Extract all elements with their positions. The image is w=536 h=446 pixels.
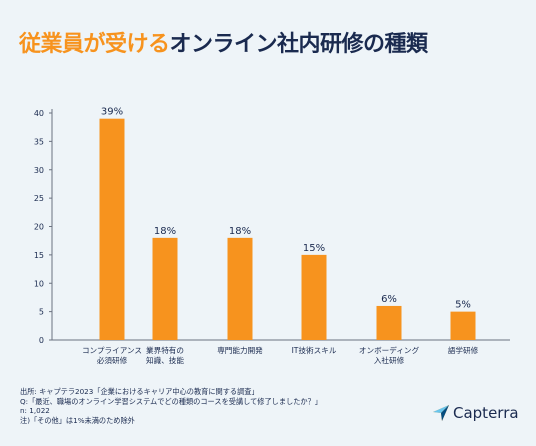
title-rest: オンライン社内研修の種類: [169, 32, 429, 57]
bar-value-label: 39%: [101, 107, 123, 118]
footnote-source: 出所: キャプテラ2023「企業におけるキャリア中心の教育に関する調査」: [20, 387, 259, 396]
bar-value-label: 18%: [229, 226, 251, 237]
chart-title: 従業員が受けるオンライン社内研修の種類: [19, 26, 428, 58]
x-tick-label: 業界特有の: [146, 345, 184, 355]
x-tick-label: 語学研修: [448, 345, 479, 355]
x-tick-label: IT技術スキル: [292, 345, 337, 355]
bar: [152, 237, 178, 340]
bar-value-label: 6%: [381, 294, 397, 305]
bar: [376, 305, 402, 340]
x-tick-label: コンプライアンス: [82, 346, 142, 355]
y-tick-label: 25: [34, 194, 44, 203]
y-tick-label: 30: [34, 166, 44, 175]
y-tick-label: 20: [34, 223, 44, 232]
y-tick-label: 40: [34, 109, 44, 118]
bar: [99, 118, 125, 340]
bar: [450, 311, 476, 340]
y-tick-label: 15: [34, 251, 44, 260]
bar-value-label: 5%: [455, 300, 471, 311]
bar: [301, 254, 327, 340]
title-highlight: 従業員が受ける: [19, 32, 170, 57]
x-tick-label: 入社研修: [374, 355, 405, 365]
bar-value-label: 15%: [303, 243, 325, 254]
footnote-question: Q:「最近、職場のオンライン学習システムでどの種類のコースを受講して修了しました…: [20, 396, 322, 406]
footnote-sample-size: n: 1,022: [20, 406, 50, 416]
y-tick-label: 0: [39, 336, 44, 345]
y-tick-label: 10: [34, 279, 44, 288]
footnotes: 出所: キャプテラ2023「企業におけるキャリア中心の教育に関する調査」 Q:「…: [20, 387, 322, 425]
x-tick-label: オンボーディング: [359, 345, 420, 355]
y-tick-label: 35: [34, 137, 44, 146]
bar: [227, 237, 253, 340]
logo-text: Capterra: [453, 404, 519, 422]
footnote-note: 注)「その他」は1%未満のため除外: [20, 415, 135, 425]
x-tick-label: 知識、技能: [146, 355, 184, 365]
capterra-arrow-icon: [433, 405, 449, 421]
x-tick-label: 必須研修: [97, 355, 128, 365]
y-tick-label: 5: [39, 308, 44, 317]
capterra-logo: Capterra: [432, 404, 519, 422]
x-tick-label: 専門能力開発: [217, 345, 263, 355]
bar-value-label: 18%: [154, 226, 176, 237]
